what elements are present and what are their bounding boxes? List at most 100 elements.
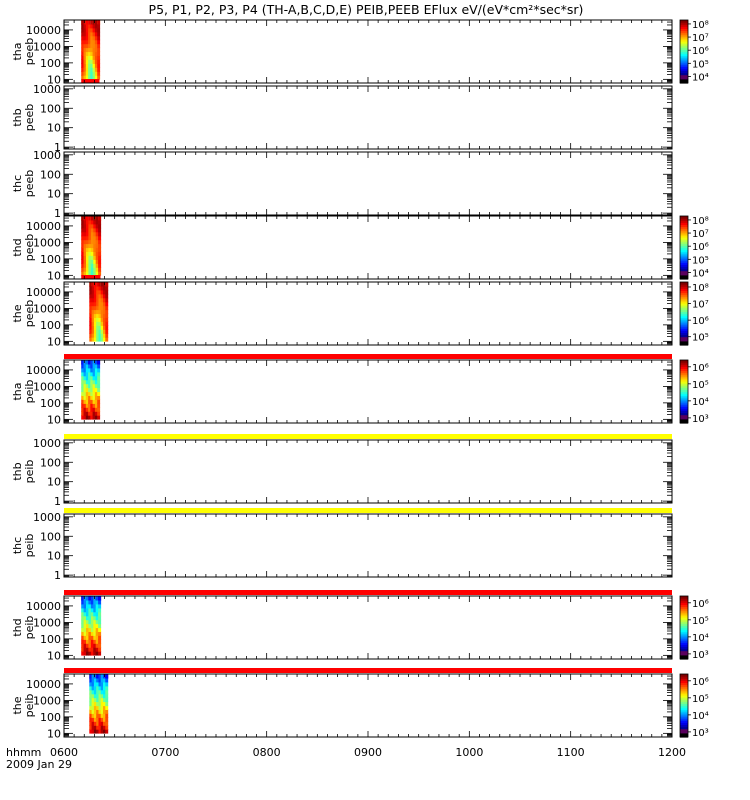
panel-frame (63, 281, 673, 346)
colorbar-tick-label: 10⁶ (692, 46, 709, 57)
y-tick-label: 1000 (33, 236, 61, 249)
colorbar-tick-label: 10³ (692, 414, 709, 425)
y-tick-label: 10 (47, 649, 61, 662)
y-tick-label: 1 (54, 141, 61, 154)
y-tick-label: 10 (47, 727, 61, 740)
y-tick-label: 10000 (26, 220, 61, 233)
colorbar-tick-label: 10⁴ (692, 711, 709, 722)
panel-probe-label: tha (11, 382, 24, 400)
y-tick-label: 1000 (33, 302, 61, 315)
panel-frame (63, 19, 673, 84)
colorbar-tick-label: 10⁶ (692, 677, 709, 688)
y-tick-label: 100 (40, 530, 61, 543)
panel-frame (63, 151, 673, 216)
spectrogram (81, 216, 102, 276)
x-tick-label: 1200 (658, 746, 686, 759)
panel-frame (63, 513, 673, 578)
y-tick-label: 1000 (33, 83, 61, 96)
colorbar: 10³ 10⁴ 10⁵ 10⁶ (679, 673, 709, 739)
y-tick-label: 1000 (33, 149, 61, 162)
y-tick-label: 10000 (26, 364, 61, 377)
y-tick-label: 10000 (26, 600, 61, 613)
y-tick-label: 1 (54, 569, 61, 582)
y-tick-label: 100 (40, 633, 61, 646)
colorbar-tick-label: 10⁵ (692, 333, 709, 344)
y-tick-label: 100 (40, 319, 61, 332)
colorbar-tick-label: 10⁵ (692, 59, 709, 70)
panel-thc-peib: 1 10 100 1000 thc peib (11, 508, 673, 582)
panel-probe-label: the (11, 696, 24, 714)
y-tick-label: 1000 (33, 694, 61, 707)
y-tick-label: 1000 (33, 380, 61, 393)
panel-product-label: peib (23, 694, 36, 718)
y-tick-label: 100 (40, 57, 61, 70)
panel-probe-label: tha (11, 42, 24, 60)
panel-probe-label: the (11, 304, 24, 322)
x-tick-label: 0700 (151, 746, 179, 759)
colorbar-tick-label: 10⁷ (692, 300, 709, 311)
x-tick-label: 0900 (354, 746, 382, 759)
spectrogram (89, 282, 109, 342)
y-tick-label: 1000 (33, 511, 61, 524)
colorbar: 10⁴ 10⁵ 10⁶ 10⁷ 10⁸ (679, 19, 709, 84)
panel-probe-label: thb (11, 462, 24, 480)
panel-frame (63, 595, 673, 660)
y-tick-label: 100 (40, 102, 61, 115)
x-tick-label: 1000 (455, 746, 483, 759)
y-tick-label: 10 (47, 122, 61, 135)
panel-frame (63, 439, 673, 504)
panel-product-label: peeb (23, 170, 36, 198)
colorbar-tick-label: 10⁸ (692, 216, 709, 227)
y-tick-label: 10 (47, 413, 61, 426)
x-tick-label: 1100 (557, 746, 585, 759)
flag-bar (64, 668, 672, 673)
y-tick-label: 10000 (26, 286, 61, 299)
colorbar-tick-label: 10⁶ (692, 316, 709, 327)
flag-bar (64, 508, 672, 513)
panel-thb-peeb: 1 10 100 1000 thb peeb (11, 83, 673, 154)
colorbar: 10⁵ 10⁶ 10⁷ 10⁸ (679, 281, 709, 346)
flag-bar (64, 434, 672, 439)
x-axis-label: hhmm (6, 746, 41, 759)
x-axis: 0600 0700 0800 0900 1000 1100 1200 hhmm 2009 J… (6, 746, 686, 771)
x-tick-label: 0800 (253, 746, 281, 759)
panel-product-label: peeb (23, 38, 36, 66)
colorbar-tick-label: 10⁴ (692, 633, 709, 644)
colorbar-tick-label: 10⁶ (692, 363, 709, 374)
colorbar-tick-label: 10⁵ (692, 255, 709, 266)
panel-frame (63, 85, 673, 150)
y-tick-label: 10 (47, 476, 61, 489)
colorbar-tick-label: 10⁷ (692, 229, 709, 240)
flag-bar (64, 590, 672, 595)
spectrogram (81, 596, 102, 656)
y-tick-label: 100 (40, 456, 61, 469)
panel-probe-label: thd (11, 618, 24, 636)
colorbar-tick-label: 10⁶ (692, 599, 709, 610)
panel-frame (63, 215, 673, 280)
colorbar: 10³ 10⁴ 10⁵ 10⁶ (679, 595, 709, 661)
status-bar (81, 275, 101, 279)
spectrogram (89, 674, 109, 734)
colorbar-tick-label: 10⁵ (692, 616, 709, 627)
y-tick-label: 10 (47, 73, 61, 86)
status-bar (81, 79, 100, 83)
y-tick-label: 10 (47, 188, 61, 201)
y-tick-label: 10000 (26, 24, 61, 37)
colorbar-tick-label: 10⁴ (692, 72, 709, 83)
colorbar-tick-label: 10⁶ (692, 242, 709, 253)
panel-thc-peeb: 1 10 100 1000 thc peeb (11, 149, 673, 220)
panel-product-label: peeb (23, 104, 36, 132)
panel-probe-label: thc (11, 537, 24, 554)
panel-product-label: peib (23, 616, 36, 640)
spectrogram (81, 20, 101, 80)
x-tick-label: 0600 (50, 746, 78, 759)
panel-frame (63, 359, 673, 424)
panel-product-label: peeb (23, 234, 36, 262)
colorbar: 10⁴ 10⁵ 10⁶ 10⁷ 10⁸ (679, 215, 709, 280)
